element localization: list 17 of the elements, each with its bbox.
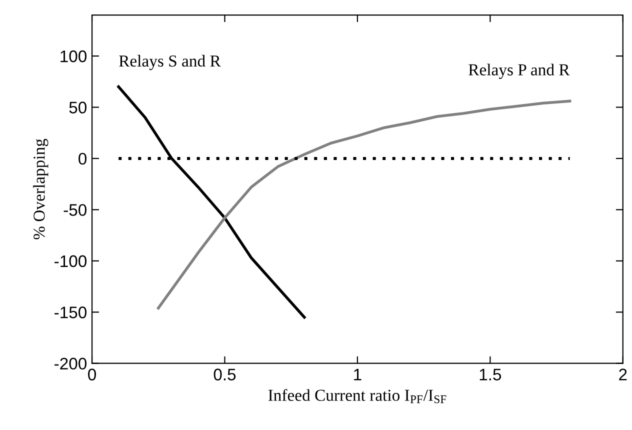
x-tick-label: 1 (354, 368, 362, 380)
y-tick-label: -150 (54, 306, 87, 318)
x-axis-title: Infeed Current ratio I$_{PF}$/I$_{SF}$ (268, 389, 446, 404)
x-tick-label: 0.5 (214, 368, 236, 380)
y-axis-title: % Overlapping (33, 138, 48, 240)
y-tick-label: 50 (69, 102, 87, 114)
y-tick-label: 100 (60, 50, 87, 62)
y-tick-label: 0 (78, 152, 87, 165)
y-tick-label: -100 (54, 255, 87, 268)
y-tick-label: -50 (64, 204, 87, 216)
annotation: Relays S and R (119, 54, 221, 70)
x-tick-label: 0 (88, 368, 96, 380)
annotation: Relays P and R (468, 64, 570, 79)
line-series (156, 100, 572, 310)
x-tick-label: 2 (619, 368, 627, 380)
y-tick-label: -200 (54, 358, 87, 370)
x-tick-label: 1.5 (480, 368, 502, 380)
